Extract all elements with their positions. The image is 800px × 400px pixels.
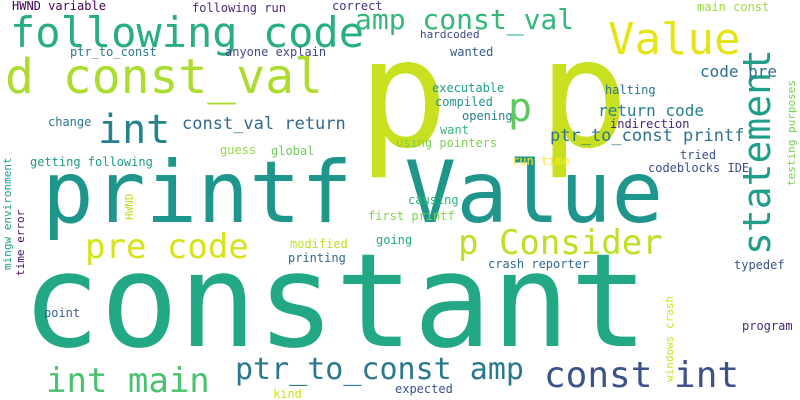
word: kind	[273, 387, 302, 400]
word: opening	[462, 109, 513, 123]
word: following run	[192, 1, 286, 15]
word: hardcoded	[420, 28, 480, 41]
word: going	[376, 233, 413, 247]
word: p p	[358, 8, 629, 182]
word: run time	[512, 154, 570, 168]
word: wanted	[450, 45, 494, 59]
word: int main	[46, 361, 210, 400]
word: time error	[14, 209, 27, 276]
word: ptr_to_const printf	[550, 126, 745, 146]
word: executable	[432, 81, 505, 95]
word: correct	[332, 0, 383, 13]
word: return code	[598, 101, 704, 120]
word: const_val return	[182, 114, 346, 134]
word: printing	[288, 251, 346, 265]
word: testing purposes	[785, 80, 798, 186]
word: Value	[608, 14, 741, 65]
word: expected	[395, 382, 453, 396]
word: using pointers	[396, 136, 498, 150]
word: compiled	[435, 95, 493, 109]
word: const int	[544, 355, 740, 396]
word: HWND	[123, 193, 136, 221]
word: getting following	[30, 155, 153, 169]
word: int	[98, 107, 171, 153]
word: indirection	[610, 117, 690, 131]
word: p	[508, 85, 533, 131]
word: global	[271, 144, 315, 158]
word: anyone explain	[225, 45, 327, 59]
word: d const_val	[5, 49, 323, 105]
word: following code	[10, 8, 365, 57]
word: pre code	[85, 227, 249, 267]
word: HWND variable	[12, 0, 106, 13]
word: ptr_to_const	[70, 45, 157, 59]
word: main const	[697, 0, 770, 14]
word: point	[44, 306, 81, 320]
word: p Consider	[458, 223, 663, 263]
word: mingw environment	[1, 157, 14, 270]
word: windows crash	[663, 295, 676, 382]
word: printf Value	[42, 143, 664, 243]
word: amp const_val	[355, 3, 575, 36]
word: first printf	[368, 209, 455, 223]
word: crash reporter	[488, 257, 590, 271]
word: tried	[680, 148, 717, 162]
word: typedef	[734, 258, 785, 272]
word: halting	[605, 83, 656, 97]
word: codeblocks IDE	[648, 161, 750, 175]
word: want	[440, 123, 469, 137]
word: guess	[220, 143, 257, 157]
word: causing	[408, 193, 459, 207]
word: ptr_to_const amp	[235, 352, 524, 387]
word: code pre	[700, 62, 778, 81]
word: modified	[290, 237, 348, 251]
word: change	[48, 115, 92, 129]
word: program	[742, 319, 793, 333]
word: constant	[22, 225, 649, 377]
